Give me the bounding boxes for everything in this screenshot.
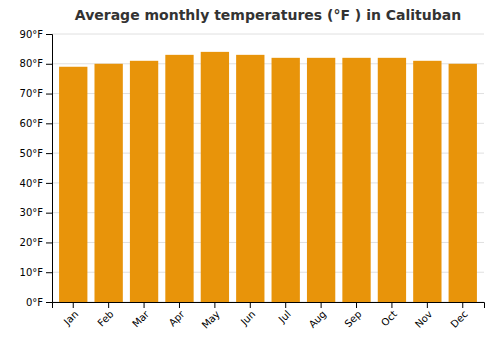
- tick-label: Mar: [130, 308, 152, 330]
- tick-mark: [46, 213, 52, 214]
- y-axis: 0°F 10°F 20°F 30°F 40°F 50°F 60°F 70°F 80°F 90°F: [20, 29, 53, 308]
- tick: Nov: [413, 302, 435, 330]
- tick-label: May: [200, 308, 222, 330]
- tick: Jan: [61, 302, 80, 328]
- bar: [165, 55, 193, 302]
- tick: Feb: [95, 302, 115, 329]
- bar: [130, 61, 158, 302]
- tick-mark: [73, 302, 74, 308]
- tick: Aug: [307, 302, 329, 330]
- tick-mark: [462, 302, 463, 308]
- tick: 0°F: [26, 297, 52, 308]
- bar: [272, 58, 300, 302]
- axis-line: [46, 35, 53, 303]
- bar: [413, 61, 441, 302]
- tick: Sep: [342, 302, 363, 329]
- bar: [378, 58, 406, 302]
- tick: Mar: [130, 302, 152, 329]
- tick-label: Feb: [95, 308, 115, 328]
- tick: 20°F: [20, 237, 52, 248]
- tick-label: 60°F: [20, 118, 44, 129]
- tick-label: Apr: [167, 308, 188, 329]
- tick-mark: [46, 272, 52, 273]
- tick: May: [200, 302, 222, 331]
- tick-label: 10°F: [20, 267, 44, 278]
- tick-mark: [285, 302, 286, 308]
- tick-mark: [46, 242, 52, 243]
- bar: [307, 58, 335, 302]
- axis-line: [53, 303, 485, 309]
- tick-mark: [46, 34, 52, 35]
- x-axis: Jan Feb Mar Apr May Jun Jul Aug Sep Oct Nov Dec: [53, 302, 485, 331]
- tick-mark: [46, 153, 52, 154]
- tick: Jul: [276, 302, 293, 325]
- tick-label: Oct: [379, 308, 399, 328]
- bar: [201, 52, 229, 302]
- tick: 70°F: [20, 88, 52, 99]
- tick: Oct: [379, 302, 399, 328]
- tick-mark: [250, 302, 251, 308]
- tick-label: Sep: [342, 308, 363, 329]
- bar: [342, 58, 370, 302]
- tick: Apr: [167, 302, 188, 328]
- tick-mark: [46, 302, 52, 303]
- tick-label: 80°F: [20, 58, 44, 69]
- grid-line: [52, 34, 484, 35]
- tick-label: Jul: [276, 308, 293, 325]
- tick: 10°F: [20, 267, 52, 278]
- bar: [59, 67, 87, 302]
- chart: 0°F 10°F 20°F 30°F 40°F 50°F 60°F 70°F 80°F 90°F J…: [0, 0, 500, 350]
- tick-label: 40°F: [20, 178, 44, 189]
- tick: 30°F: [20, 207, 52, 218]
- tick: 60°F: [20, 118, 52, 129]
- title: Average monthly temperatures (°F ) in Ca…: [75, 7, 461, 23]
- tick-label: 90°F: [20, 29, 44, 40]
- tick-mark: [46, 94, 52, 95]
- tick-label: Nov: [413, 308, 435, 330]
- tick-label: 20°F: [20, 237, 44, 248]
- tick-label: 30°F: [20, 207, 44, 218]
- tick: Dec: [448, 302, 469, 330]
- tick-mark: [391, 302, 392, 308]
- plot: 0°F 10°F 20°F 30°F 40°F 50°F 60°F 70°F 80°F 90°F J…: [20, 29, 485, 331]
- tick-label: 50°F: [20, 148, 44, 159]
- tick-mark: [356, 302, 357, 308]
- tick: 80°F: [20, 58, 52, 69]
- tick: Jun: [238, 302, 258, 328]
- tick-mark: [144, 302, 145, 308]
- tick: 90°F: [20, 29, 52, 40]
- tick-label: Dec: [448, 308, 469, 329]
- tick-label: Jan: [61, 308, 80, 327]
- tick-label: 0°F: [26, 297, 43, 308]
- tick-mark: [214, 302, 215, 308]
- grid: [52, 34, 484, 302]
- bar: [449, 64, 477, 302]
- tick-mark: [46, 123, 52, 124]
- bars: [59, 52, 477, 302]
- tick-mark: [46, 64, 52, 65]
- tick-label: Aug: [307, 308, 329, 330]
- tick-label: Jun: [238, 308, 258, 328]
- tick-mark: [427, 302, 428, 308]
- tick-mark: [321, 302, 322, 308]
- tick: 50°F: [20, 148, 52, 159]
- tick-mark: [46, 183, 52, 184]
- tick: 40°F: [20, 178, 52, 189]
- tick-mark: [179, 302, 180, 308]
- tick-mark: [108, 302, 109, 308]
- bar: [94, 64, 122, 302]
- bar: [236, 55, 264, 302]
- tick-label: 70°F: [20, 88, 44, 99]
